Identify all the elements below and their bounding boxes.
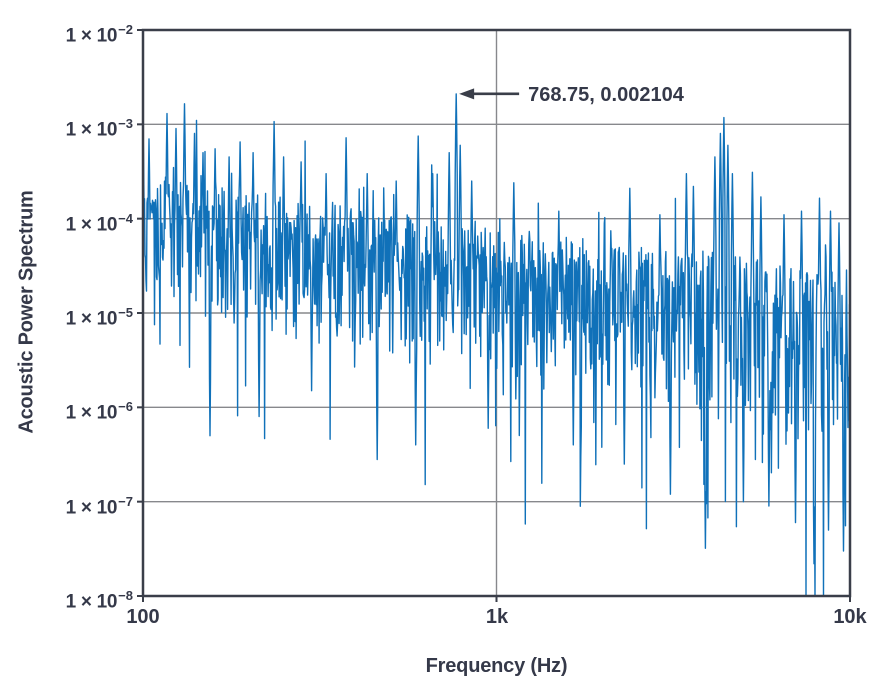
y-tick-label: 1 × 10−2 [65, 22, 133, 47]
y-tick-label: 1 × 10−6 [65, 399, 133, 424]
y-axis-title: Acoustic Power Spectrum [15, 190, 38, 434]
y-tick-label: 1 × 10−8 [65, 588, 133, 613]
x-tick-label: 10k [833, 606, 867, 628]
x-tick-label: 1k [485, 606, 509, 628]
axis-tick-marks [137, 29, 851, 602]
y-tick-label: 1 × 10−5 [65, 305, 133, 330]
y-tick-label: 1 × 10−7 [65, 494, 133, 519]
peak-annotation: 768.75, 0.002104 [459, 84, 685, 106]
spectrum-series-layer [142, 93, 851, 597]
x-axis-title: Frequency (Hz) [425, 655, 568, 677]
y-tick-label: 1 × 10−3 [65, 116, 133, 141]
y-tick-label: 1 × 10−4 [65, 211, 133, 236]
spectrum-line [142, 93, 851, 597]
annotation-label: 768.75, 0.002104 [528, 84, 685, 106]
x-tick-label: 100 [126, 606, 160, 628]
annotation-arrowhead-icon [459, 88, 475, 100]
